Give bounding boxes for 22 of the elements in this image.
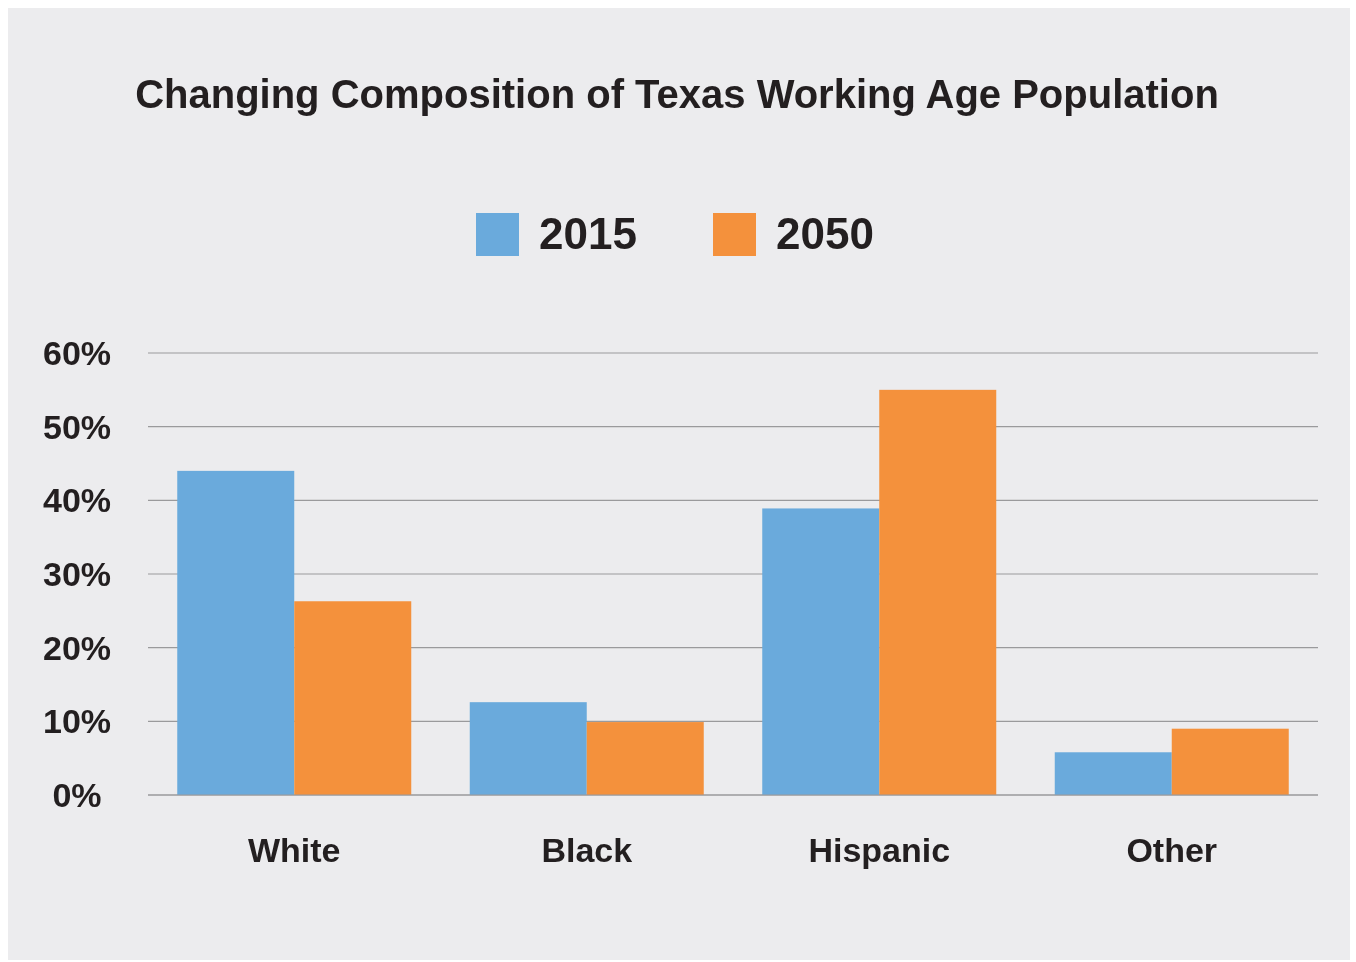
bar <box>879 389 997 795</box>
y-tick-label: 30% <box>42 555 112 593</box>
x-tick-label: Black <box>541 831 633 869</box>
chart-title: Changing Composition of Texas Working Age Population <box>135 72 1219 116</box>
x-tick-label: Other <box>1126 831 1218 869</box>
y-tick-label: 20% <box>42 628 112 667</box>
bar <box>469 702 587 795</box>
bar <box>1171 728 1289 795</box>
bar <box>1054 752 1172 795</box>
legend-label: 2050 <box>776 209 874 258</box>
bar <box>762 508 880 795</box>
bar <box>177 470 295 795</box>
y-tick-label: 50% <box>42 407 112 446</box>
legend-label: 2015 <box>539 209 637 258</box>
y-tick-label: 40% <box>42 481 112 520</box>
x-tick-label: Hispanic <box>808 831 951 869</box>
y-tick-label: 0% <box>52 776 102 814</box>
x-tick-label: White <box>247 831 341 869</box>
bar <box>586 722 704 795</box>
y-tick-label: 10% <box>42 702 112 741</box>
bar <box>294 601 412 795</box>
y-tick-label: 60% <box>42 334 112 372</box>
